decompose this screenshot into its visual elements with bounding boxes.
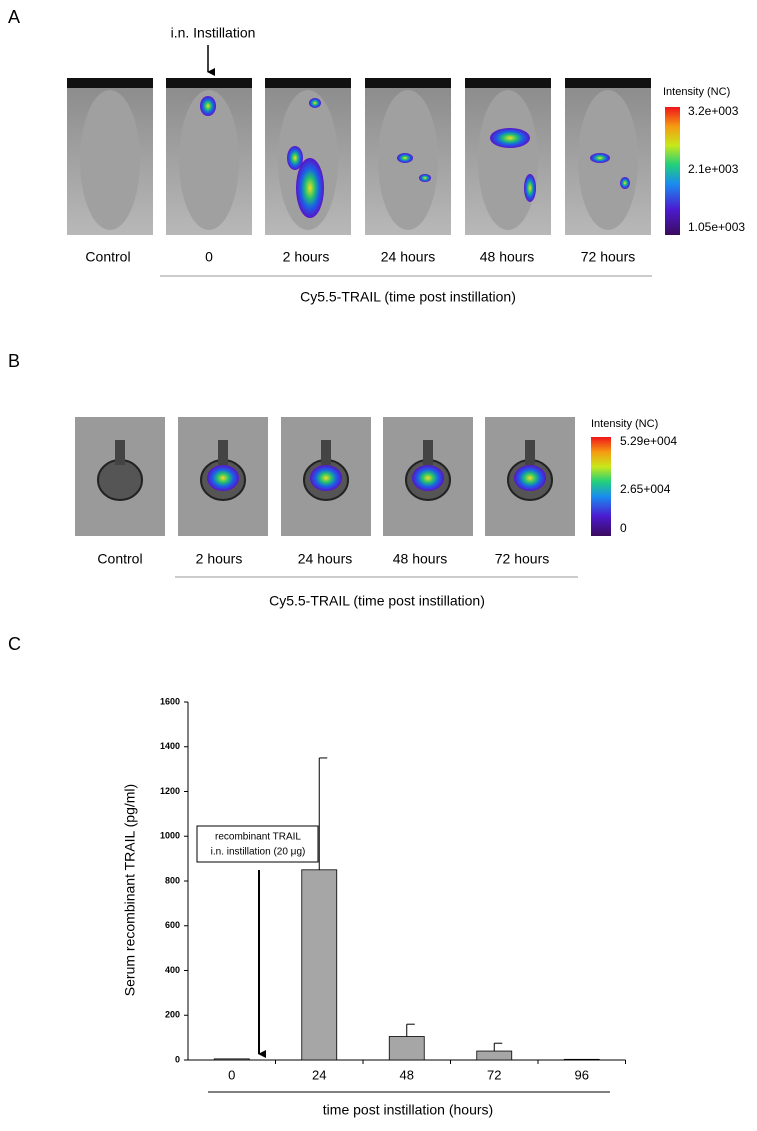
x-tick-label: 0 xyxy=(228,1067,235,1082)
bar xyxy=(301,869,338,1061)
image-label: 2 hours xyxy=(196,551,243,567)
y-tick-label: 200 xyxy=(165,1010,180,1020)
colorbar-tick-label: 1.05e+003 xyxy=(688,220,745,234)
signal xyxy=(490,128,530,148)
group-label: Cy5.5-TRAIL (time post instillation) xyxy=(269,593,485,609)
lung xyxy=(97,459,143,501)
image-top xyxy=(166,78,252,88)
signal xyxy=(620,177,630,189)
colorbar-tick-label: 0 xyxy=(620,521,627,535)
colorbar-tick-label: 3.2e+003 xyxy=(688,104,739,118)
x-tick-label: 72 xyxy=(487,1067,501,1082)
colorbar-title: Intensity (NC) xyxy=(591,418,658,430)
y-tick-label: 400 xyxy=(165,965,180,975)
signal xyxy=(514,465,546,491)
trachea xyxy=(218,440,228,465)
image-label: 24 hours xyxy=(381,249,435,265)
bar xyxy=(388,1036,425,1061)
panel-label: A xyxy=(8,7,20,27)
y-tick-label: 1400 xyxy=(160,741,180,751)
image-label: 48 hours xyxy=(393,551,447,567)
image-row: Control 2 hours 24 hours 48 hours 72 hours xyxy=(75,417,575,567)
trachea xyxy=(115,440,125,465)
signal xyxy=(200,96,216,116)
image-top xyxy=(465,78,551,88)
y-tick-label: 1200 xyxy=(160,786,180,796)
image-label: 48 hours xyxy=(480,249,534,265)
x-axis-label: time post instillation (hours) xyxy=(323,1102,493,1118)
trachea xyxy=(321,440,331,465)
colorbar-title: Intensity (NC) xyxy=(663,86,730,98)
mouse-body xyxy=(80,90,140,230)
image-label: Control xyxy=(85,249,130,265)
image-top xyxy=(67,78,153,88)
trachea xyxy=(525,440,535,465)
panel-label: B xyxy=(8,351,20,371)
image-top xyxy=(565,78,651,88)
signal xyxy=(310,465,342,491)
colorbar-tick-label: 5.29e+004 xyxy=(620,434,677,448)
y-axis-label: Serum recombinant TRAIL (pg/ml) xyxy=(122,784,138,996)
y-tick-label: 0 xyxy=(175,1054,180,1064)
annotation: recombinant TRAIL xyxy=(215,832,301,843)
signal xyxy=(296,158,324,218)
image-label: 24 hours xyxy=(298,551,352,567)
y-tick-label: 800 xyxy=(165,875,180,885)
x-tick-label: 24 xyxy=(312,1067,326,1082)
annotation: i.n. instillation (20 μg) xyxy=(211,847,306,858)
annotation: i.n. Instillation xyxy=(171,25,256,41)
signal xyxy=(419,174,431,182)
y-tick-label: 600 xyxy=(165,920,180,930)
colorbar xyxy=(665,107,680,235)
bar xyxy=(563,1058,600,1061)
image-label: Control xyxy=(97,551,142,567)
signal xyxy=(397,153,413,163)
bar xyxy=(213,1058,250,1061)
image-row: Control 0 2 hours 24 hours 48 hours 72 hours xyxy=(67,78,651,265)
image-label: 72 hours xyxy=(581,249,635,265)
colorbar-tick-label: 2.1e+003 xyxy=(688,162,739,176)
image-top xyxy=(265,78,351,88)
panel-label: C xyxy=(8,634,21,654)
signal xyxy=(287,146,303,170)
mouse-body xyxy=(478,90,538,230)
signal xyxy=(207,465,239,491)
group-label: Cy5.5-TRAIL (time post instillation) xyxy=(300,289,516,305)
bar-chart: 0 200 400 600 800 1000 1200 1400 1600 0 24 48 72 96 ti… xyxy=(122,696,626,1118)
annotation-box xyxy=(196,825,319,863)
trachea xyxy=(423,440,433,465)
signal xyxy=(590,153,610,163)
signal xyxy=(412,465,444,491)
y-tick-label: 1600 xyxy=(160,696,180,706)
x-tick-label: 48 xyxy=(400,1067,414,1082)
colorbar xyxy=(591,437,611,536)
image-label: 0 xyxy=(205,249,213,265)
colorbar-tick-label: 2.65+004 xyxy=(620,482,671,496)
y-tick-label: 1000 xyxy=(160,831,180,841)
image-label: 72 hours xyxy=(495,551,549,567)
x-tick-label: 96 xyxy=(575,1067,589,1082)
signal xyxy=(524,174,536,202)
bar xyxy=(476,1050,513,1061)
image-label: 2 hours xyxy=(283,249,330,265)
signal xyxy=(309,98,321,108)
mouse-body xyxy=(179,90,239,230)
image-top xyxy=(365,78,451,88)
